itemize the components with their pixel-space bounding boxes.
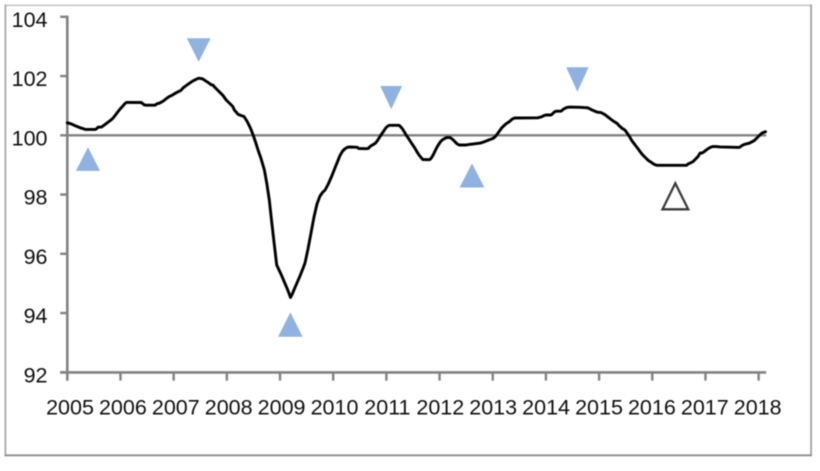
svg-text:2012: 2012 xyxy=(416,395,464,419)
svg-text:92: 92 xyxy=(24,363,48,387)
svg-text:2005: 2005 xyxy=(46,395,94,419)
svg-text:2010: 2010 xyxy=(311,395,359,419)
svg-text:2016: 2016 xyxy=(628,395,676,419)
svg-text:104: 104 xyxy=(12,8,48,32)
svg-text:2007: 2007 xyxy=(152,395,200,419)
svg-text:2015: 2015 xyxy=(575,395,623,419)
svg-text:2017: 2017 xyxy=(681,395,729,419)
svg-text:2011: 2011 xyxy=(364,395,410,419)
svg-text:102: 102 xyxy=(12,67,48,91)
svg-text:2014: 2014 xyxy=(522,395,570,419)
svg-text:2008: 2008 xyxy=(205,395,253,419)
svg-text:96: 96 xyxy=(24,245,48,269)
svg-text:100: 100 xyxy=(12,126,48,150)
svg-text:2013: 2013 xyxy=(469,395,517,419)
svg-text:2018: 2018 xyxy=(734,395,782,419)
svg-text:94: 94 xyxy=(24,304,48,328)
svg-text:2009: 2009 xyxy=(258,395,306,419)
svg-text:2006: 2006 xyxy=(99,395,147,419)
svg-text:98: 98 xyxy=(24,186,48,210)
